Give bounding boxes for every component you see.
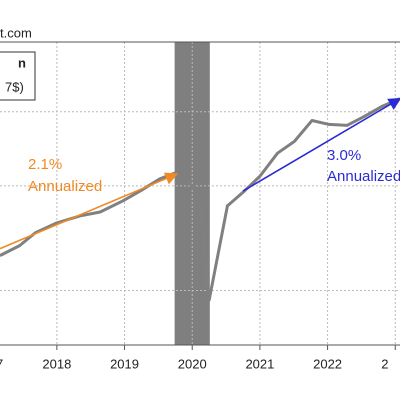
source-text: t.com (0, 25, 32, 40)
plot-frame (0, 41, 400, 346)
x-tick-label: 7 (0, 356, 3, 371)
annotation: 3.0% (327, 147, 361, 164)
legend-box (0, 51, 36, 101)
trend-arrow (242, 97, 400, 192)
legend-text: n (18, 55, 26, 70)
legend-text: 7$) (5, 79, 24, 94)
annotation: Annualized (28, 178, 102, 195)
plot-layer (0, 42, 400, 345)
annotation: Annualized (327, 168, 400, 185)
trend-arrow (0, 172, 179, 250)
x-tick-label: 2019 (110, 356, 139, 371)
x-tick-label: 2020 (178, 356, 207, 371)
x-tick-label: 2022 (313, 356, 342, 371)
x-tick-label: 2 (381, 356, 388, 371)
annotation: 2.1% (28, 156, 62, 173)
x-tick-label: 2021 (245, 356, 274, 371)
x-tick-label: 2018 (42, 356, 71, 371)
